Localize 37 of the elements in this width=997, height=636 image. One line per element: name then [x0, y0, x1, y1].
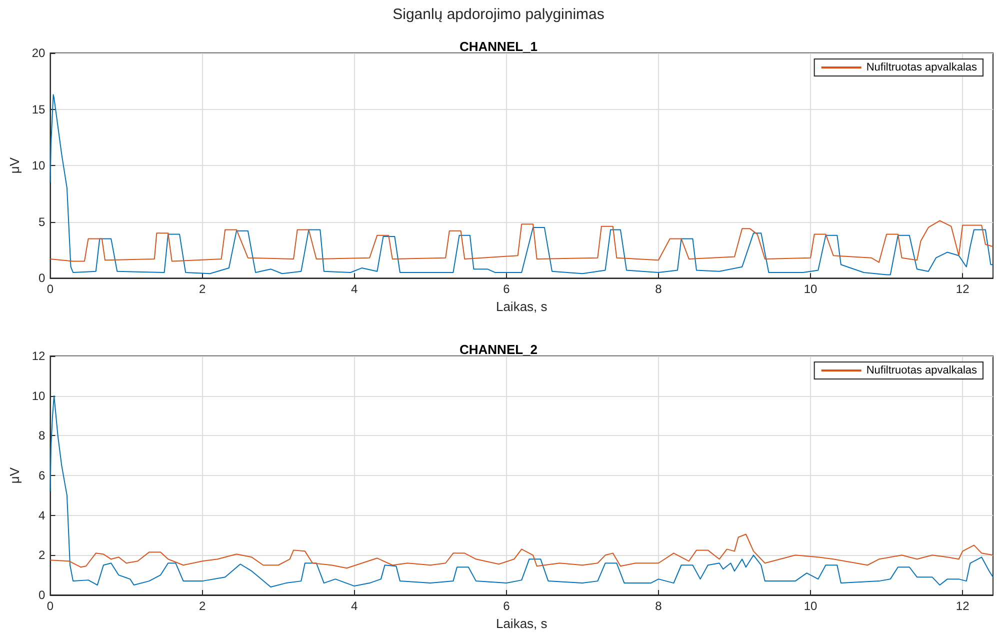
x-tick-label: 10 [804, 599, 818, 613]
x-axis-title: Laikas, s [496, 299, 548, 314]
legend-label: Nufiltruotas apvalkalas [866, 62, 978, 74]
line-series [50, 220, 994, 263]
y-tick-label: 10 [32, 388, 46, 403]
line-series [50, 94, 994, 276]
y-tick-label: 4 [38, 508, 46, 522]
line-series [50, 395, 994, 588]
x-tick-label: 2 [198, 282, 206, 296]
x-tick-label: 8 [655, 599, 662, 613]
x-tick-label: 8 [655, 282, 662, 296]
y-tick-label: 6 [38, 468, 46, 482]
y-tick-label: 15 [32, 102, 46, 116]
y-axis-title: μV [7, 157, 22, 174]
x-tick-label: 4 [351, 282, 358, 296]
y-tick-label: 5 [38, 214, 46, 229]
x-tick-label: 10 [804, 282, 818, 296]
y-tick-label: 8 [38, 428, 46, 443]
y-tick-label: 0 [38, 588, 46, 602]
x-tick-label: 6 [503, 282, 510, 296]
y-tick-label: 10 [32, 158, 46, 173]
x-tick-label: 2 [198, 599, 206, 613]
x-tick-label: 4 [351, 599, 358, 613]
x-axis-title: Laikas, s [496, 616, 548, 631]
x-tick-label: 12 [956, 599, 970, 613]
y-tick-label: 2 [38, 548, 46, 562]
chart-title: CHANNEL_1 [459, 39, 538, 54]
chart-title: CHANNEL_2 [459, 342, 538, 357]
legend-label: Nufiltruotas apvalkalas [866, 364, 978, 376]
y-tick-label: 0 [38, 271, 46, 286]
y-tick-label: 12 [32, 349, 46, 363]
y-axis-title: μV [7, 467, 22, 484]
y-tick-label: 20 [32, 46, 46, 60]
text: Siganlų apdorojimo palyginimas [392, 6, 604, 23]
x-tick-label: 12 [956, 282, 970, 296]
line-series [50, 534, 994, 569]
x-tick-label: 6 [503, 599, 510, 613]
